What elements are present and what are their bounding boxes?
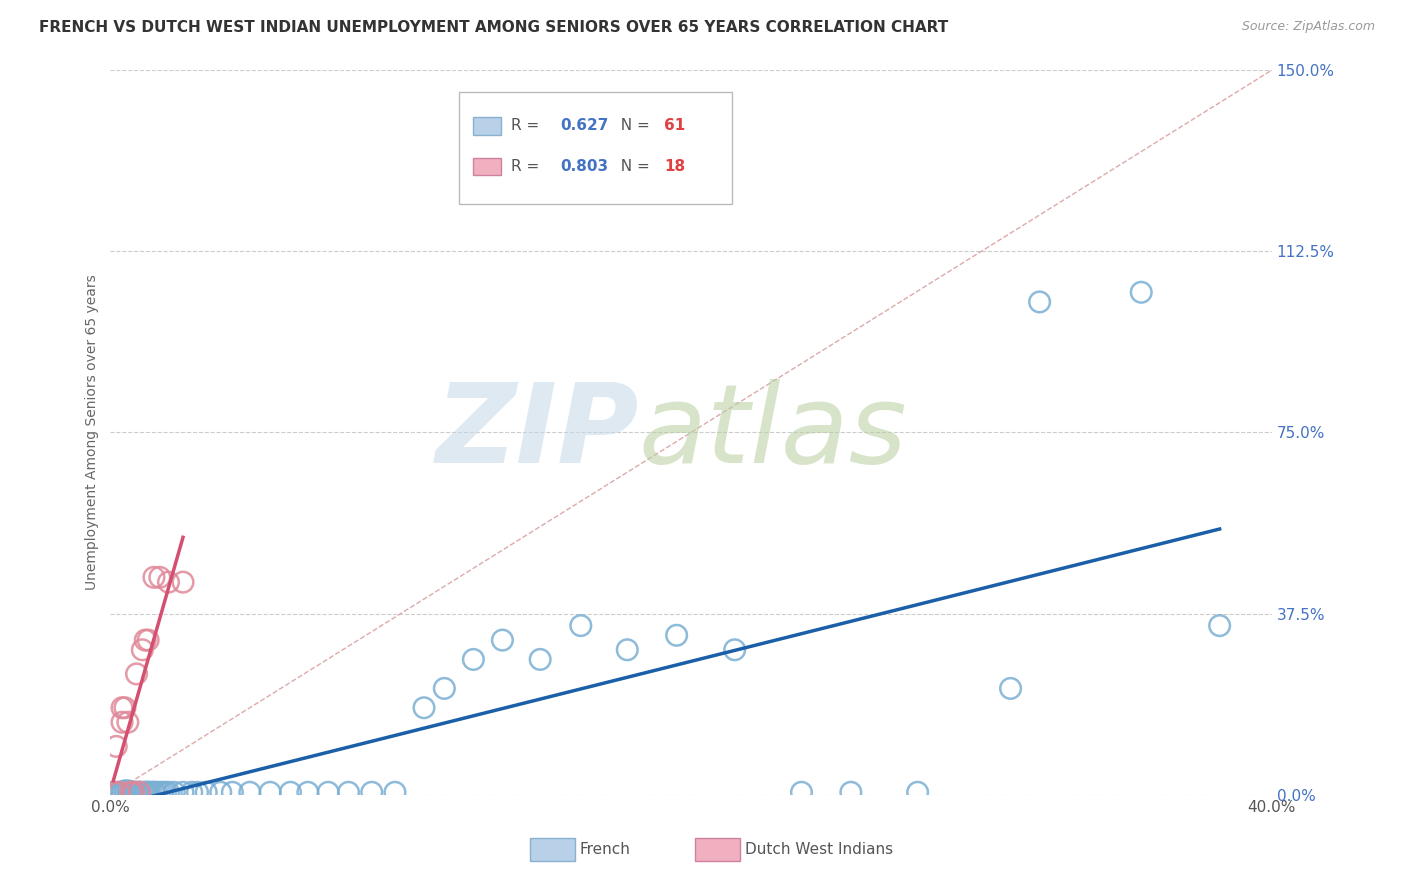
Point	[839, 785, 862, 799]
Point	[111, 785, 134, 799]
Text: N =: N =	[612, 159, 655, 174]
Point	[149, 785, 172, 799]
Point	[280, 785, 302, 799]
Point	[122, 785, 145, 799]
Point	[384, 785, 406, 799]
Point	[103, 785, 125, 799]
Point	[297, 785, 319, 799]
Point	[180, 785, 202, 799]
Y-axis label: Unemployment Among Seniors over 65 years: Unemployment Among Seniors over 65 years	[86, 275, 100, 591]
Point	[111, 785, 134, 799]
Point	[157, 575, 180, 590]
Point	[463, 652, 485, 666]
Point	[105, 785, 128, 799]
Text: R =: R =	[512, 119, 544, 134]
Point	[152, 785, 174, 799]
Point	[120, 785, 142, 799]
Point	[1130, 285, 1153, 300]
Text: ZIP: ZIP	[436, 379, 638, 486]
Point	[120, 785, 142, 799]
Point	[128, 785, 150, 799]
Point	[136, 785, 159, 799]
Point	[1000, 681, 1022, 696]
Point	[146, 785, 169, 799]
Text: 61: 61	[665, 119, 686, 134]
Point	[143, 785, 166, 799]
Point	[529, 652, 551, 666]
Point	[149, 570, 172, 584]
Point	[239, 785, 262, 799]
Point	[136, 785, 159, 799]
Point	[616, 642, 638, 657]
Text: 0.627: 0.627	[560, 119, 609, 134]
Point	[105, 739, 128, 754]
Text: FRENCH VS DUTCH WEST INDIAN UNEMPLOYMENT AMONG SENIORS OVER 65 YEARS CORRELATION: FRENCH VS DUTCH WEST INDIAN UNEMPLOYMENT…	[39, 20, 949, 35]
Point	[665, 628, 688, 642]
Point	[143, 785, 166, 799]
Point	[186, 785, 208, 799]
Point	[433, 681, 456, 696]
Point	[134, 633, 156, 648]
Point	[120, 785, 142, 799]
Point	[111, 700, 134, 714]
Point	[131, 785, 153, 799]
Point	[134, 785, 156, 799]
Text: 0.803: 0.803	[560, 159, 607, 174]
Point	[172, 575, 194, 590]
FancyBboxPatch shape	[472, 117, 501, 135]
Point	[114, 784, 136, 798]
Text: Source: ZipAtlas.com: Source: ZipAtlas.com	[1241, 20, 1375, 33]
Text: French: French	[579, 842, 630, 856]
Point	[114, 700, 136, 714]
Point	[337, 785, 360, 799]
Text: 18: 18	[665, 159, 686, 174]
Point	[139, 785, 162, 799]
Point	[128, 785, 150, 799]
Point	[907, 785, 929, 799]
Point	[413, 700, 436, 714]
Point	[172, 785, 194, 799]
Point	[117, 785, 139, 799]
Point	[131, 642, 153, 657]
Point	[108, 785, 131, 799]
Point	[117, 715, 139, 730]
Point	[122, 785, 145, 799]
Point	[157, 785, 180, 799]
Point	[360, 785, 382, 799]
Point	[128, 785, 150, 799]
Text: Dutch West Indians: Dutch West Indians	[745, 842, 893, 856]
Point	[111, 715, 134, 730]
Point	[155, 785, 177, 799]
Point	[108, 785, 131, 799]
FancyBboxPatch shape	[458, 92, 731, 204]
Point	[316, 785, 339, 799]
Point	[569, 618, 592, 632]
Text: N =: N =	[612, 119, 655, 134]
Point	[491, 633, 513, 648]
Point	[125, 785, 148, 799]
Text: atlas: atlas	[638, 379, 907, 486]
Point	[724, 642, 747, 657]
Point	[163, 785, 186, 799]
FancyBboxPatch shape	[472, 158, 501, 175]
Point	[143, 570, 166, 584]
Text: R =: R =	[512, 159, 544, 174]
Point	[790, 785, 813, 799]
Point	[136, 633, 159, 648]
Point	[125, 667, 148, 681]
Point	[125, 785, 148, 799]
Point	[259, 785, 281, 799]
Point	[114, 785, 136, 799]
Point	[195, 785, 218, 799]
Point	[120, 785, 142, 799]
Point	[221, 785, 243, 799]
Point	[134, 785, 156, 799]
Point	[1028, 295, 1050, 310]
Point	[1208, 618, 1230, 632]
Point	[209, 785, 232, 799]
Point	[117, 784, 139, 798]
Point	[122, 785, 145, 799]
